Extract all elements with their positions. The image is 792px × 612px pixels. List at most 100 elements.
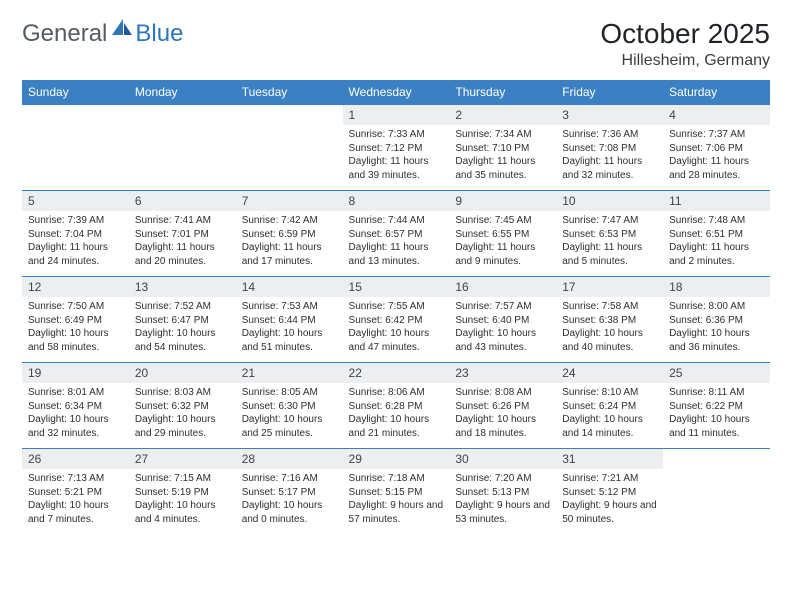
calendar-day-cell: 27Sunrise: 7:15 AMSunset: 5:19 PMDayligh… (129, 449, 236, 535)
day-number: 22 (343, 363, 450, 383)
day-details: Sunrise: 8:00 AMSunset: 6:36 PMDaylight:… (663, 297, 770, 358)
day-details: Sunrise: 7:34 AMSunset: 7:10 PMDaylight:… (449, 125, 556, 186)
day-number: 31 (556, 449, 663, 469)
day-number: 3 (556, 105, 663, 125)
location-label: Hillesheim, Germany (600, 52, 770, 70)
calendar-day-cell: 7Sunrise: 7:42 AMSunset: 6:59 PMDaylight… (236, 191, 343, 277)
calendar-day-cell: 28Sunrise: 7:16 AMSunset: 5:17 PMDayligh… (236, 449, 343, 535)
calendar-day-cell: 25Sunrise: 8:11 AMSunset: 6:22 PMDayligh… (663, 363, 770, 449)
day-details: Sunrise: 7:13 AMSunset: 5:21 PMDaylight:… (22, 469, 129, 530)
weekday-header: Wednesday (343, 80, 450, 105)
calendar-body: 1Sunrise: 7:33 AMSunset: 7:12 PMDaylight… (22, 105, 770, 535)
weekday-header: Saturday (663, 80, 770, 105)
calendar-day-cell: 21Sunrise: 8:05 AMSunset: 6:30 PMDayligh… (236, 363, 343, 449)
day-details: Sunrise: 7:16 AMSunset: 5:17 PMDaylight:… (236, 469, 343, 530)
day-number: 13 (129, 277, 236, 297)
calendar-day-cell: 16Sunrise: 7:57 AMSunset: 6:40 PMDayligh… (449, 277, 556, 363)
calendar-day-cell: 4Sunrise: 7:37 AMSunset: 7:06 PMDaylight… (663, 105, 770, 191)
weekday-header: Tuesday (236, 80, 343, 105)
page-title: October 2025 (600, 18, 770, 50)
day-details: Sunrise: 7:33 AMSunset: 7:12 PMDaylight:… (343, 125, 450, 186)
day-details: Sunrise: 7:44 AMSunset: 6:57 PMDaylight:… (343, 211, 450, 272)
day-number: 8 (343, 191, 450, 211)
calendar-week-row: 1Sunrise: 7:33 AMSunset: 7:12 PMDaylight… (22, 105, 770, 191)
day-number: 24 (556, 363, 663, 383)
day-number: 19 (22, 363, 129, 383)
logo-text-blue: Blue (135, 20, 183, 48)
day-number: 18 (663, 277, 770, 297)
day-details: Sunrise: 8:10 AMSunset: 6:24 PMDaylight:… (556, 383, 663, 444)
day-number: 10 (556, 191, 663, 211)
weekday-header: Monday (129, 80, 236, 105)
calendar-day-cell: 23Sunrise: 8:08 AMSunset: 6:26 PMDayligh… (449, 363, 556, 449)
logo-sail-icon (111, 18, 133, 41)
day-number: 1 (343, 105, 450, 125)
day-details: Sunrise: 7:37 AMSunset: 7:06 PMDaylight:… (663, 125, 770, 186)
day-details: Sunrise: 7:36 AMSunset: 7:08 PMDaylight:… (556, 125, 663, 186)
day-number: 16 (449, 277, 556, 297)
calendar-day-cell: 10Sunrise: 7:47 AMSunset: 6:53 PMDayligh… (556, 191, 663, 277)
day-number: 7 (236, 191, 343, 211)
calendar-day-cell: 31Sunrise: 7:21 AMSunset: 5:12 PMDayligh… (556, 449, 663, 535)
day-details: Sunrise: 8:03 AMSunset: 6:32 PMDaylight:… (129, 383, 236, 444)
day-number: 28 (236, 449, 343, 469)
day-number: 20 (129, 363, 236, 383)
calendar-day-cell: 20Sunrise: 8:03 AMSunset: 6:32 PMDayligh… (129, 363, 236, 449)
calendar-day-cell: 9Sunrise: 7:45 AMSunset: 6:55 PMDaylight… (449, 191, 556, 277)
calendar-week-row: 26Sunrise: 7:13 AMSunset: 5:21 PMDayligh… (22, 449, 770, 535)
calendar-table: Sunday Monday Tuesday Wednesday Thursday… (22, 80, 770, 535)
calendar-day-cell: 18Sunrise: 8:00 AMSunset: 6:36 PMDayligh… (663, 277, 770, 363)
day-number: 4 (663, 105, 770, 125)
day-details: Sunrise: 7:20 AMSunset: 5:13 PMDaylight:… (449, 469, 556, 530)
day-number: 6 (129, 191, 236, 211)
day-details: Sunrise: 7:41 AMSunset: 7:01 PMDaylight:… (129, 211, 236, 272)
day-details: Sunrise: 7:42 AMSunset: 6:59 PMDaylight:… (236, 211, 343, 272)
day-number: 21 (236, 363, 343, 383)
calendar-day-cell: 26Sunrise: 7:13 AMSunset: 5:21 PMDayligh… (22, 449, 129, 535)
calendar-day-cell (663, 449, 770, 535)
calendar-day-cell: 22Sunrise: 8:06 AMSunset: 6:28 PMDayligh… (343, 363, 450, 449)
weekday-header-row: Sunday Monday Tuesday Wednesday Thursday… (22, 80, 770, 105)
calendar-day-cell: 24Sunrise: 8:10 AMSunset: 6:24 PMDayligh… (556, 363, 663, 449)
calendar-week-row: 19Sunrise: 8:01 AMSunset: 6:34 PMDayligh… (22, 363, 770, 449)
calendar-week-row: 12Sunrise: 7:50 AMSunset: 6:49 PMDayligh… (22, 277, 770, 363)
day-details: Sunrise: 7:18 AMSunset: 5:15 PMDaylight:… (343, 469, 450, 530)
calendar-day-cell: 5Sunrise: 7:39 AMSunset: 7:04 PMDaylight… (22, 191, 129, 277)
day-details: Sunrise: 7:39 AMSunset: 7:04 PMDaylight:… (22, 211, 129, 272)
day-number: 12 (22, 277, 129, 297)
logo: General Blue (22, 18, 183, 49)
day-number: 15 (343, 277, 450, 297)
day-details: Sunrise: 8:05 AMSunset: 6:30 PMDaylight:… (236, 383, 343, 444)
day-details: Sunrise: 7:58 AMSunset: 6:38 PMDaylight:… (556, 297, 663, 358)
day-number: 29 (343, 449, 450, 469)
day-details: Sunrise: 7:53 AMSunset: 6:44 PMDaylight:… (236, 297, 343, 358)
calendar-day-cell (236, 105, 343, 191)
calendar-day-cell: 1Sunrise: 7:33 AMSunset: 7:12 PMDaylight… (343, 105, 450, 191)
logo-text-general: General (22, 20, 107, 48)
day-details: Sunrise: 7:21 AMSunset: 5:12 PMDaylight:… (556, 469, 663, 530)
calendar-day-cell: 6Sunrise: 7:41 AMSunset: 7:01 PMDaylight… (129, 191, 236, 277)
calendar-day-cell: 30Sunrise: 7:20 AMSunset: 5:13 PMDayligh… (449, 449, 556, 535)
day-number: 2 (449, 105, 556, 125)
day-details: Sunrise: 8:08 AMSunset: 6:26 PMDaylight:… (449, 383, 556, 444)
calendar-day-cell: 14Sunrise: 7:53 AMSunset: 6:44 PMDayligh… (236, 277, 343, 363)
day-details: Sunrise: 8:06 AMSunset: 6:28 PMDaylight:… (343, 383, 450, 444)
weekday-header: Friday (556, 80, 663, 105)
calendar-day-cell: 17Sunrise: 7:58 AMSunset: 6:38 PMDayligh… (556, 277, 663, 363)
calendar-day-cell: 13Sunrise: 7:52 AMSunset: 6:47 PMDayligh… (129, 277, 236, 363)
day-details: Sunrise: 8:01 AMSunset: 6:34 PMDaylight:… (22, 383, 129, 444)
day-details: Sunrise: 8:11 AMSunset: 6:22 PMDaylight:… (663, 383, 770, 444)
day-number: 27 (129, 449, 236, 469)
day-number: 14 (236, 277, 343, 297)
calendar-day-cell: 19Sunrise: 8:01 AMSunset: 6:34 PMDayligh… (22, 363, 129, 449)
day-details: Sunrise: 7:52 AMSunset: 6:47 PMDaylight:… (129, 297, 236, 358)
calendar-day-cell: 11Sunrise: 7:48 AMSunset: 6:51 PMDayligh… (663, 191, 770, 277)
day-details: Sunrise: 7:15 AMSunset: 5:19 PMDaylight:… (129, 469, 236, 530)
day-details: Sunrise: 7:48 AMSunset: 6:51 PMDaylight:… (663, 211, 770, 272)
title-block: October 2025 Hillesheim, Germany (600, 18, 770, 70)
day-number: 11 (663, 191, 770, 211)
day-details: Sunrise: 7:50 AMSunset: 6:49 PMDaylight:… (22, 297, 129, 358)
weekday-header: Thursday (449, 80, 556, 105)
day-number: 25 (663, 363, 770, 383)
calendar-day-cell: 15Sunrise: 7:55 AMSunset: 6:42 PMDayligh… (343, 277, 450, 363)
